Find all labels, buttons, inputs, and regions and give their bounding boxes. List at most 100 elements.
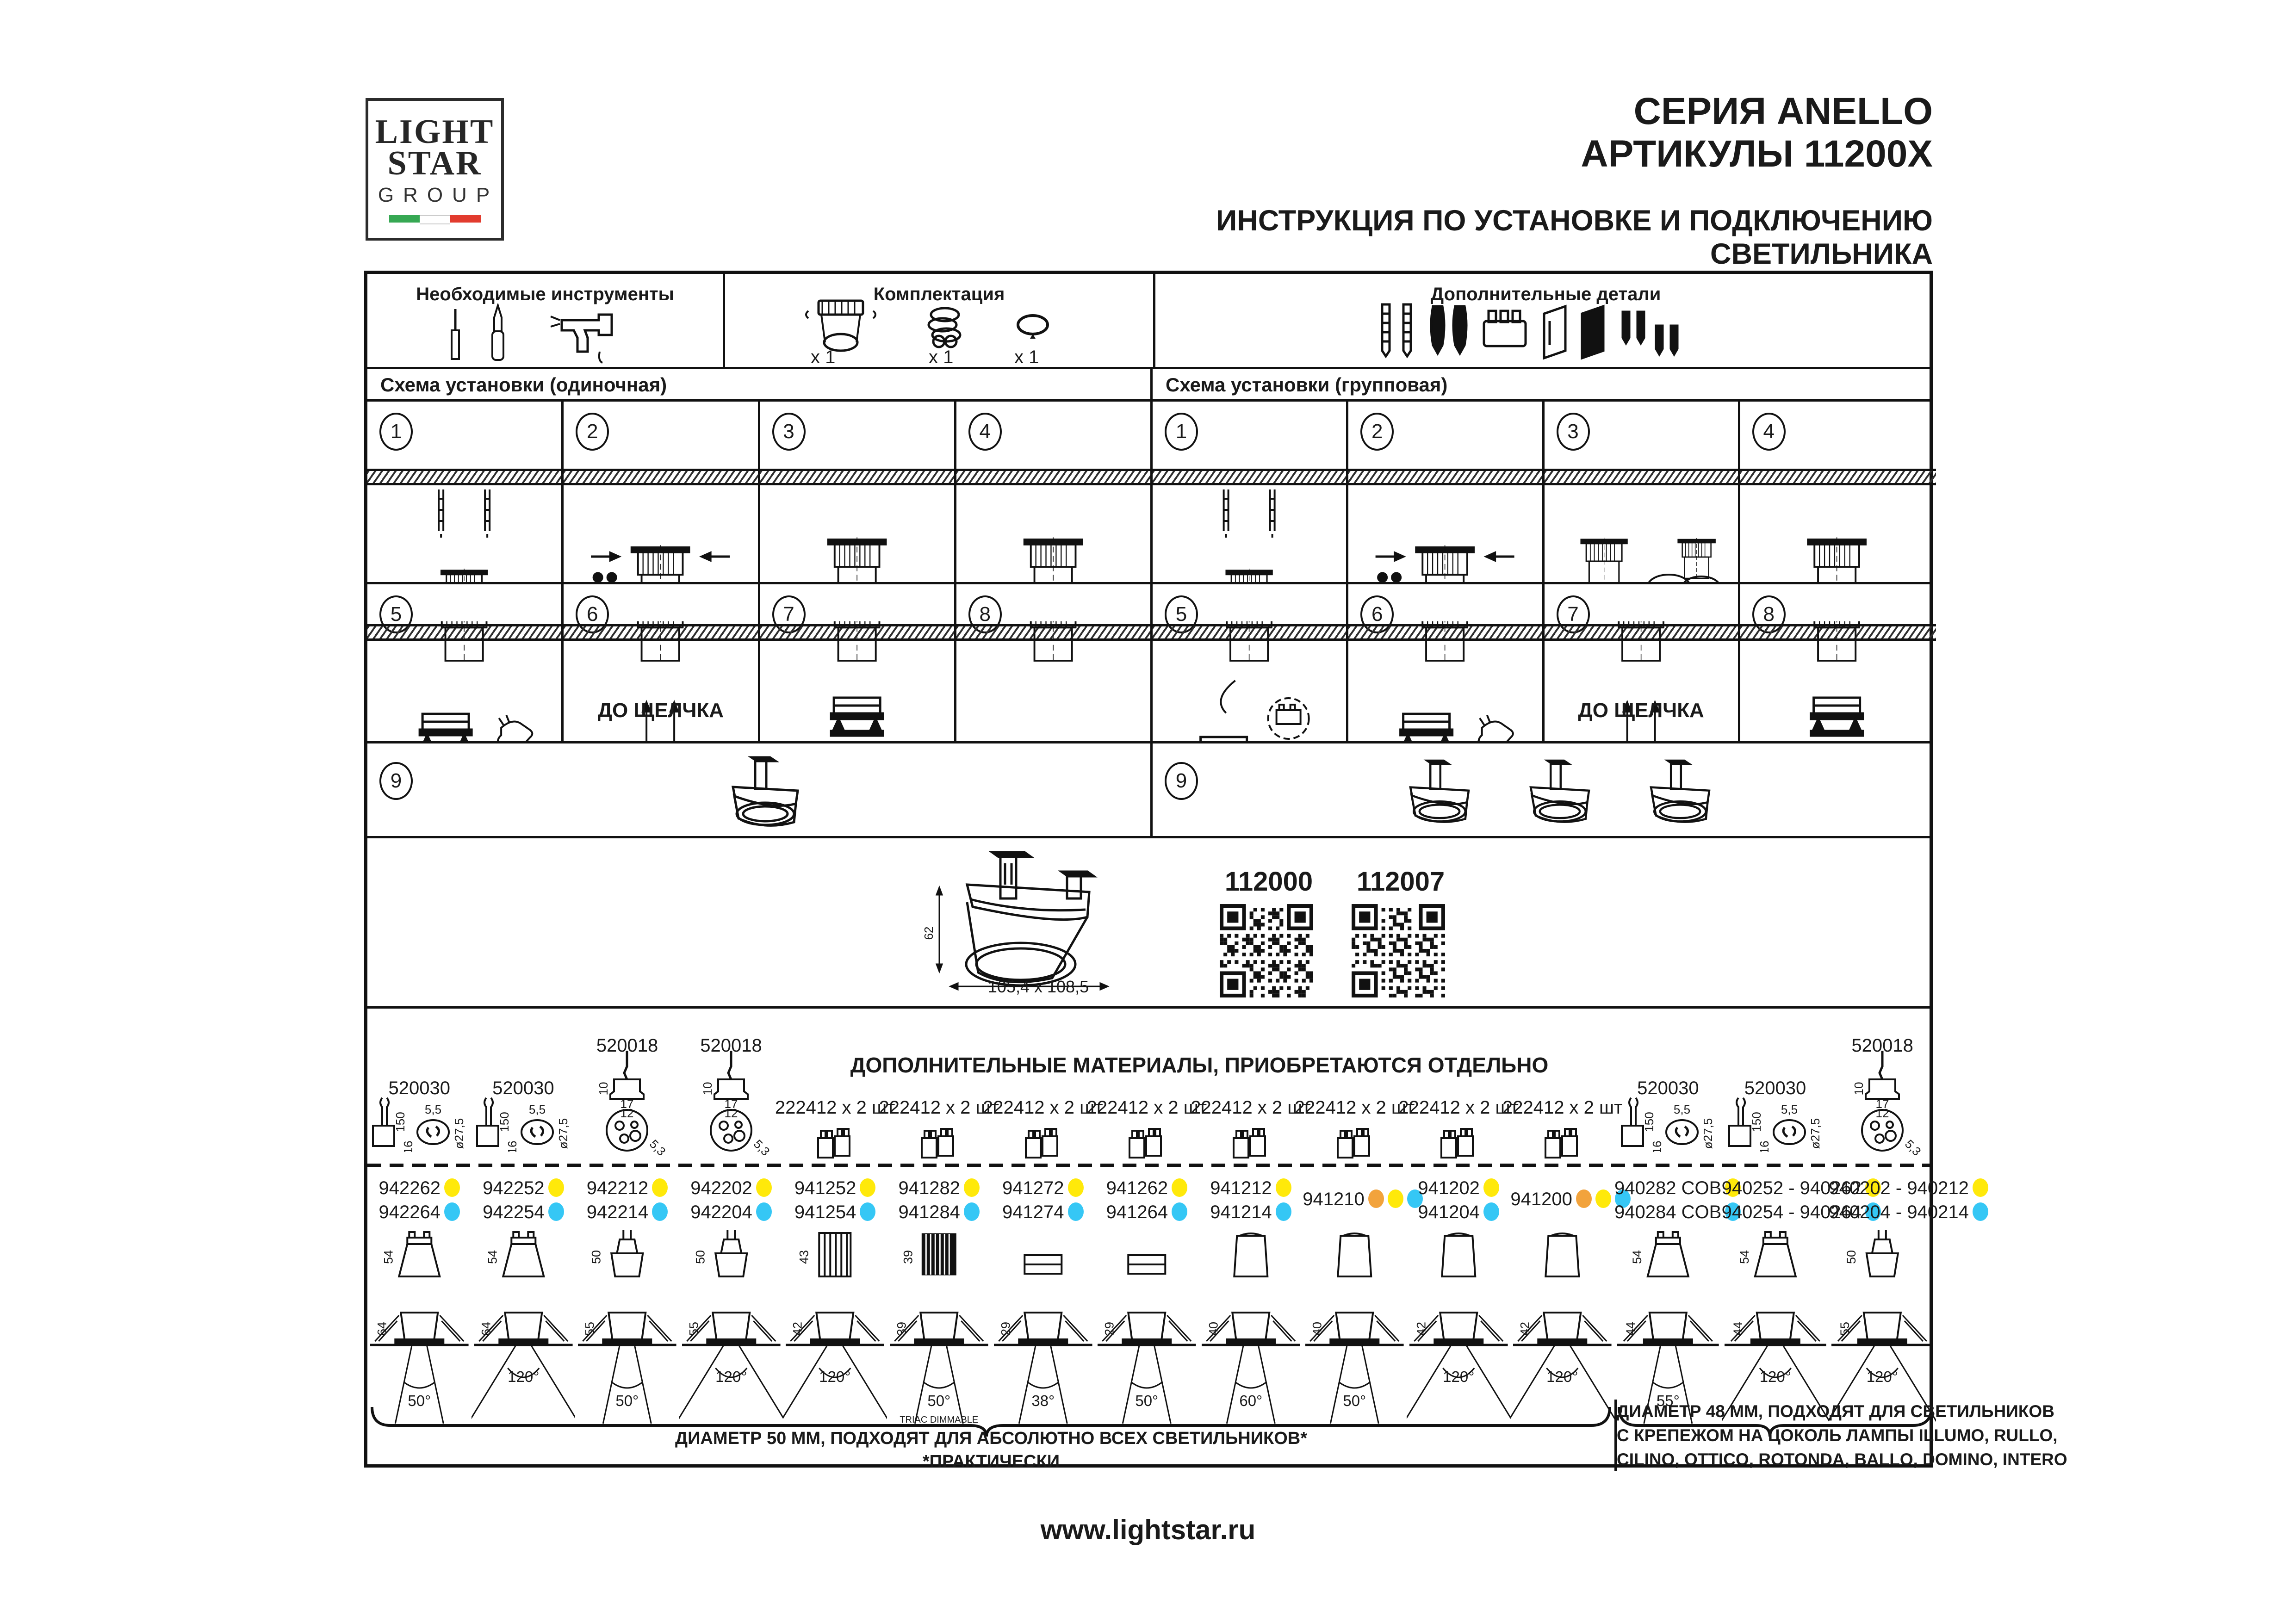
product-code: 942214 (575, 1200, 679, 1224)
svg-text:39: 39 (894, 1322, 908, 1336)
ceiling-hatch (564, 469, 758, 485)
part-icon-520030: 150 16 5,5 ø27,5 (1725, 1090, 1826, 1152)
svg-text:120°: 120° (819, 1368, 851, 1385)
row-dimensions-qr: 62 105,4 x 108,5 112000 112007 (367, 838, 1930, 1009)
logo-light: LIGHT (375, 112, 495, 151)
part-number-label: 520030 (1744, 1078, 1806, 1098)
product-code-block: 941200 (1510, 1187, 1631, 1211)
svg-text:50°: 50° (927, 1392, 950, 1409)
svg-text:ø27,5: ø27,5 (556, 1118, 570, 1149)
step-illustration-triple3d (1328, 743, 1791, 836)
svg-text:150: 150 (393, 1112, 407, 1132)
ceiling-hatch (1740, 624, 1936, 641)
part-icon-222412 (1438, 1124, 1479, 1161)
color-dot-orange (1576, 1189, 1592, 1208)
logo-group: GROUP (378, 184, 499, 207)
svg-text:55°: 55° (1657, 1392, 1680, 1409)
product-code: 942212 (575, 1176, 679, 1200)
bracket-diam48 (1614, 1404, 1936, 1437)
svg-text:5,5: 5,5 (425, 1103, 441, 1116)
color-dot-cyan (860, 1202, 876, 1221)
product-code: 940202 - 940212 (1829, 1176, 1988, 1200)
color-dot-yellow (1972, 1178, 1988, 1197)
color-dot-cyan (963, 1202, 980, 1221)
product-code: 941254 (783, 1200, 887, 1224)
part-number-label: 222412 х 2 шт (1294, 1097, 1415, 1118)
step-number-3: 3 (1556, 413, 1590, 451)
step-cell-5: 5 (367, 584, 564, 743)
step-number-2: 2 (576, 413, 609, 451)
part-icon-520018: 10 17 12 5,3 (689, 1048, 773, 1157)
step-cell-7: 7 (760, 584, 956, 743)
part-number-label: 222412 х 2 шт (1502, 1097, 1623, 1118)
color-dot-cyan (1725, 1202, 1741, 1221)
lightstar-logo: LIGHT STAR GROUP (366, 98, 504, 241)
row-steps-5-8: 5 6 ДО ЩЕЛЧКА 7 8 (367, 584, 1936, 743)
scheme-single-title: Схема установки (одиночная) (380, 374, 667, 396)
color-dot-orange (1368, 1189, 1384, 1208)
color-dot-cyan (652, 1202, 668, 1221)
lamp-column-drawing: 120° 54 64 (471, 1229, 576, 1428)
row-step-9: 9 9 (367, 743, 1930, 838)
product-code: 942264 (367, 1200, 472, 1224)
svg-text:50: 50 (693, 1250, 707, 1264)
color-dot-yellow (756, 1178, 772, 1197)
spring-clip-icon (919, 301, 970, 352)
lamp-column-drawing: 50° 54 64 (367, 1229, 472, 1428)
product-code: 940204 - 940214 (1829, 1200, 1988, 1224)
svg-text:17: 17 (1876, 1097, 1889, 1111)
svg-text:60°: 60° (1239, 1392, 1262, 1409)
svg-text:12: 12 (725, 1106, 738, 1120)
lamp-column-drawing: 50° 29 (1095, 1229, 1199, 1428)
svg-text:42: 42 (1518, 1322, 1532, 1336)
color-dot-cyan (548, 1202, 564, 1221)
lamp-column-drawing: 50° 40 (1303, 1229, 1407, 1428)
step-cell-3: 3 (760, 402, 956, 584)
svg-text:5,5: 5,5 (1674, 1103, 1690, 1116)
color-dot-yellow (860, 1178, 876, 1197)
part-icon-222412 (1230, 1124, 1272, 1161)
step-cell-1: 1 (367, 402, 564, 584)
product-code: 941212 (1199, 1176, 1303, 1200)
step-cell-6: 6 (1348, 584, 1545, 743)
svg-text:54: 54 (381, 1250, 395, 1264)
svg-text:16: 16 (401, 1141, 415, 1152)
ceiling-hatch (760, 469, 954, 485)
product-code: 941200 (1510, 1187, 1631, 1211)
row-scheme-titles: Схема установки (одиночная) Схема устано… (367, 369, 1930, 402)
color-dot-cyan (1483, 1202, 1499, 1221)
svg-text:120°: 120° (1443, 1368, 1474, 1385)
svg-text:150: 150 (1750, 1112, 1763, 1132)
click-note-label: ДО ЩЕЛЧКА (1578, 699, 1704, 722)
svg-text:5,3: 5,3 (751, 1137, 773, 1157)
svg-text:120°: 120° (1547, 1368, 1578, 1385)
svg-text:43: 43 (797, 1250, 811, 1264)
svg-text:64: 64 (375, 1322, 389, 1336)
svg-text:17: 17 (725, 1097, 738, 1111)
svg-text:50°: 50° (616, 1392, 639, 1409)
color-dot-yellow (652, 1178, 668, 1197)
color-dot-yellow (1725, 1178, 1741, 1197)
product-code: 940282 COB (1614, 1176, 1741, 1200)
part-number-label: 222412 х 2 шт (983, 1097, 1103, 1118)
product-code-block: 942202 942204 (679, 1176, 783, 1224)
svg-text:64: 64 (479, 1322, 493, 1336)
additional-materials-title: ДОПОЛНИТЕЛЬНЫЕ МАТЕРИАЛЫ, ПРИОБРЕТАЮТСЯ … (850, 1053, 1549, 1077)
color-dot-cyan (1972, 1202, 1988, 1221)
color-dot-yellow (548, 1178, 564, 1197)
lamp-column-drawing: 120° 43 42 (783, 1229, 887, 1428)
diam48-note-line3: CILINO, OTTICO, ROTONDA, BALLO, DOMINO, … (1617, 1450, 2067, 1469)
color-dot-yellow (1172, 1178, 1188, 1197)
product-code-block: 941210 (1303, 1187, 1423, 1211)
step-cell-9-group: 9 (1153, 743, 1936, 836)
italy-flag-icon (389, 215, 481, 225)
color-dot-cyan (1067, 1202, 1084, 1221)
mounting-ring-icon (1012, 307, 1054, 344)
svg-text:10: 10 (1852, 1082, 1866, 1096)
hardware-set-icon (1373, 300, 1725, 360)
part-number-label: 520030 (1637, 1078, 1699, 1098)
part-number-label: 222412 х 2 шт (1191, 1097, 1311, 1118)
qty-label: х 1 (1014, 347, 1039, 367)
step-cell-2: 2 (1348, 402, 1545, 584)
articles-title: АРТИКУЛЫ 11200X (1581, 132, 1933, 175)
